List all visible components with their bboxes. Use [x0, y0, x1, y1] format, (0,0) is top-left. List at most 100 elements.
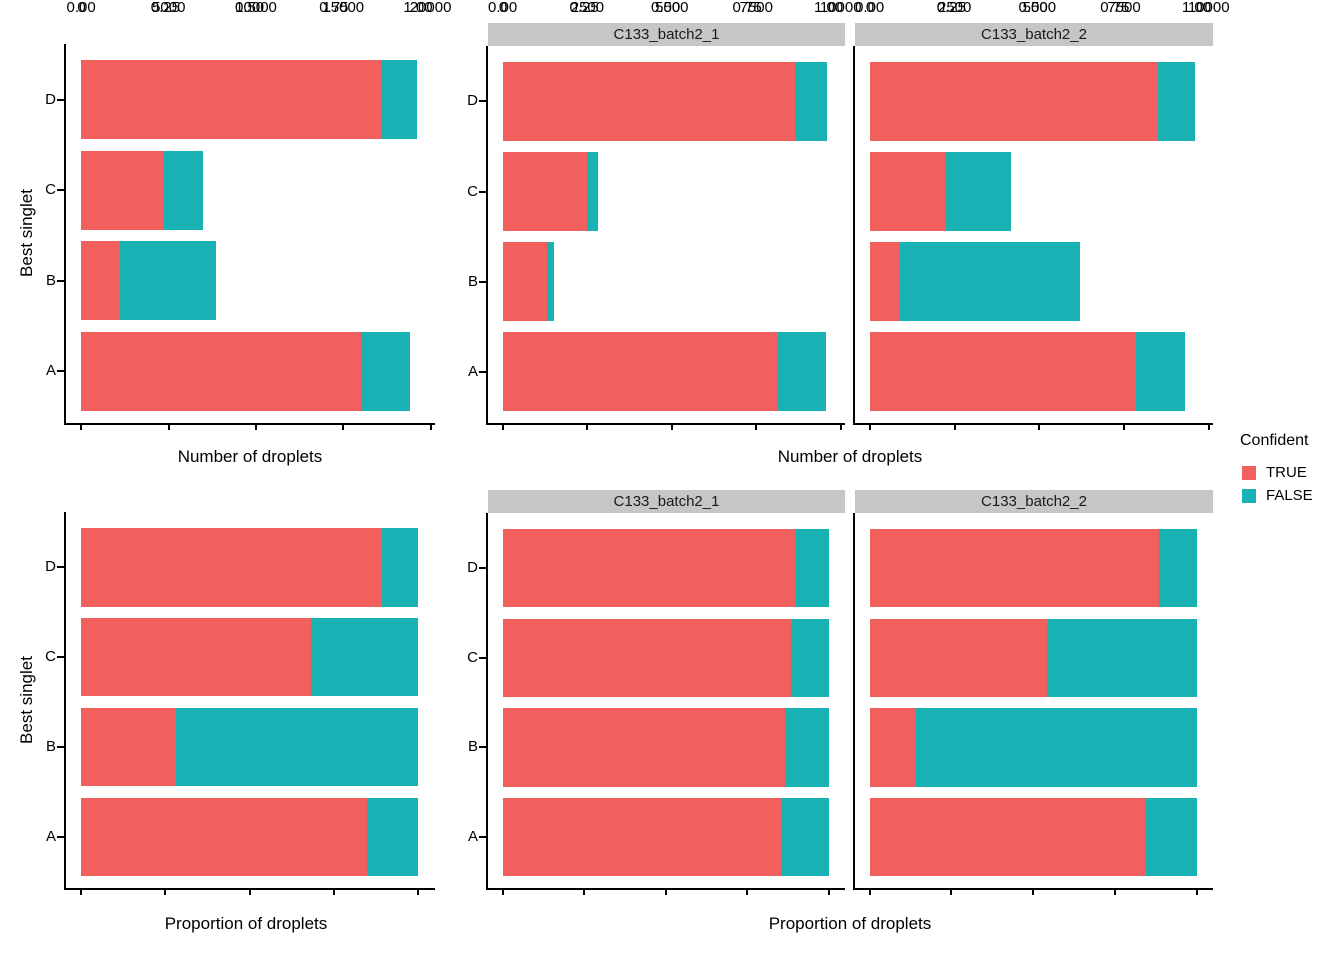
y-axis-line [486, 46, 488, 425]
y-axis-line [853, 46, 855, 425]
bar-segment-true [502, 332, 779, 412]
bar-segment-true [869, 528, 1159, 608]
x-tick [583, 890, 586, 895]
category-label: B [467, 738, 478, 756]
y-axis-line [853, 513, 855, 890]
y-axis-line [486, 513, 488, 890]
facet-strip: C133_batch2_1 [488, 23, 845, 46]
x-tick-label: 5000 [655, 0, 689, 16]
category-label: A [467, 828, 478, 845]
y-tick [479, 370, 487, 373]
x-tick [342, 425, 345, 430]
x-tick-label: 1.00 [1181, 0, 1212, 16]
x-tick [664, 890, 667, 895]
x-tick [1038, 425, 1041, 430]
x-tick [670, 425, 673, 430]
x-tick-label: 0.75 [1100, 0, 1130, 16]
bar-segment-false [380, 60, 417, 140]
facet-strip: C133_batch2_2 [855, 490, 1213, 513]
bar-segment-false [1157, 62, 1196, 141]
x-tick-label: 0.50 [1018, 0, 1048, 16]
bar-segment-true [81, 527, 382, 607]
y-tick [479, 280, 487, 283]
bar-segment-false [1046, 618, 1197, 697]
bar-segment-false [780, 797, 829, 877]
bar-segment-false [176, 707, 419, 787]
facet-strip: C133_batch2_2 [855, 23, 1213, 46]
y-tick [479, 746, 487, 749]
bar-segment-true [870, 332, 1136, 412]
y-tick [57, 279, 65, 282]
bar-segment-true [870, 242, 900, 321]
x-tick [429, 425, 432, 430]
x-tick-label: 1.00 [403, 0, 433, 16]
x-tick [950, 890, 953, 895]
x-tick [869, 425, 872, 430]
legend-label-true: TRUE [1266, 464, 1307, 481]
x-tick-label: 0.00 [66, 0, 96, 16]
x-tick-label: 0.25 [936, 0, 966, 16]
y-axis-line [64, 512, 66, 890]
x-tick-label: 0.00 [488, 0, 518, 16]
category-label: A [45, 362, 56, 380]
bar-segment-true [869, 618, 1047, 697]
bar-segment-false [1135, 332, 1185, 412]
x-tick [248, 890, 251, 895]
y-tick [57, 746, 65, 748]
bar-segment-false [778, 332, 826, 412]
x-tick [746, 890, 749, 895]
legend: Confident TRUE FALSE [1240, 432, 1313, 507]
y-axis-title-top: Best singlet [17, 189, 36, 277]
x-axis-line [853, 423, 1213, 425]
x-tick [953, 425, 956, 430]
category-label: D [45, 90, 56, 108]
bar-segment-false [381, 527, 419, 607]
bar-segment-false [785, 708, 829, 787]
x-tick [501, 425, 504, 430]
x-tick-label: 2500 [938, 0, 972, 16]
x-tick-label: 15000 [322, 0, 365, 16]
x-tick [417, 890, 420, 895]
x-axis-line [486, 888, 845, 890]
x-tick-label: 0.50 [650, 0, 681, 16]
x-tick-label: 0 [77, 0, 86, 16]
bar-segment-true [81, 331, 361, 412]
x-tick-label: 10000 [1187, 0, 1230, 16]
bar-segment-true [502, 797, 781, 877]
bar-segment-false [546, 242, 554, 321]
y-tick [57, 835, 65, 838]
bar-segment-true [81, 60, 381, 140]
x-tick [1195, 890, 1198, 895]
bar-segment-true [502, 618, 792, 697]
x-tick-label: 7500 [1107, 0, 1141, 16]
x-tick [1207, 425, 1210, 430]
y-tick [57, 656, 65, 659]
x-axis-line [64, 423, 435, 425]
bar-segment-false [795, 62, 828, 141]
bar-segment-true [81, 707, 177, 787]
x-tick [1032, 890, 1035, 895]
x-tick-label: 10000 [819, 0, 862, 16]
y-tick [57, 98, 65, 101]
category-label: B [45, 738, 56, 755]
x-tick [827, 890, 830, 895]
bar-segment-true [81, 617, 311, 697]
category-label: C [467, 648, 478, 666]
x-tick-label: 5000 [152, 0, 186, 16]
category-label: C [45, 648, 56, 666]
x-tick [839, 425, 842, 430]
y-axis-title-bottom: Best singlet [17, 656, 36, 744]
y-tick [57, 189, 65, 192]
x-tick-label: 0.00 [855, 0, 885, 16]
facet-strip: C133_batch2_1 [488, 490, 845, 513]
x-tick [332, 890, 335, 895]
category-label: D [45, 558, 56, 576]
bar-segment-false [946, 152, 1011, 231]
bar-segment-true [870, 62, 1158, 141]
bar-segment-true [502, 242, 547, 321]
bar-segment-true [869, 708, 917, 787]
bar-segment-false [119, 241, 216, 321]
bar-segment-false [310, 617, 419, 697]
bar-segment-false [796, 528, 829, 608]
